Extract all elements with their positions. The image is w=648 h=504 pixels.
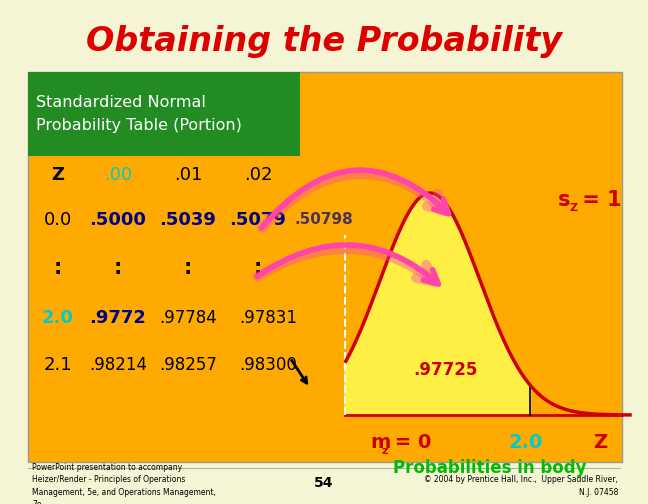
FancyArrowPatch shape	[262, 174, 445, 228]
Text: 0.0: 0.0	[44, 211, 72, 229]
Text: .50798: .50798	[295, 213, 354, 227]
Text: Probabilities in body: Probabilities in body	[393, 459, 586, 477]
Bar	[28, 72, 622, 462]
Text: :: :	[114, 258, 122, 278]
Text: .97831: .97831	[239, 309, 297, 327]
Text: .5039: .5039	[159, 211, 216, 229]
Text: Obtaining the Probability: Obtaining the Probability	[86, 26, 562, 58]
Text: .01: .01	[174, 166, 202, 184]
Text: .98214: .98214	[89, 356, 147, 374]
Text: .98257: .98257	[159, 356, 217, 374]
Text: :: :	[254, 258, 262, 278]
Text: .97725: .97725	[413, 361, 477, 379]
Text: Standardized Normal
Probability Table (Portion): Standardized Normal Probability Table (P…	[36, 95, 242, 133]
Text: z: z	[382, 446, 388, 456]
FancyArrowPatch shape	[257, 249, 434, 282]
Text: s: s	[558, 190, 570, 210]
Text: .97784: .97784	[159, 309, 217, 327]
Text: .9772: .9772	[89, 309, 146, 327]
Text: .00: .00	[104, 166, 132, 184]
FancyArrowPatch shape	[257, 245, 438, 284]
Text: :: :	[54, 258, 62, 278]
FancyArrowPatch shape	[262, 170, 448, 228]
Text: = 0: = 0	[388, 433, 432, 453]
Text: .5079: .5079	[229, 211, 286, 229]
Polygon shape	[345, 193, 531, 415]
Text: Z: Z	[593, 433, 607, 453]
Text: Z: Z	[569, 203, 577, 213]
Text: 2.0: 2.0	[509, 433, 543, 453]
Text: m: m	[370, 433, 390, 453]
Text: 54: 54	[314, 476, 334, 490]
Text: © 2004 by Prentice Hall, Inc.,  Upper Saddle River,
N.J. 07458: © 2004 by Prentice Hall, Inc., Upper Sad…	[424, 475, 618, 497]
Text: 2.0: 2.0	[42, 309, 74, 327]
Text: .98300: .98300	[239, 356, 297, 374]
Text: 2.1: 2.1	[43, 356, 73, 374]
Text: :: :	[184, 258, 192, 278]
Text: PowerPoint presentation to accompany
Heizer/Render - Principles of Operations
Ma: PowerPoint presentation to accompany Hei…	[32, 463, 216, 504]
Text: .02: .02	[244, 166, 272, 184]
Text: .5000: .5000	[89, 211, 146, 229]
Text: Z: Z	[52, 166, 64, 184]
Text: = 1: = 1	[575, 190, 621, 210]
Bar	[28, 72, 300, 156]
